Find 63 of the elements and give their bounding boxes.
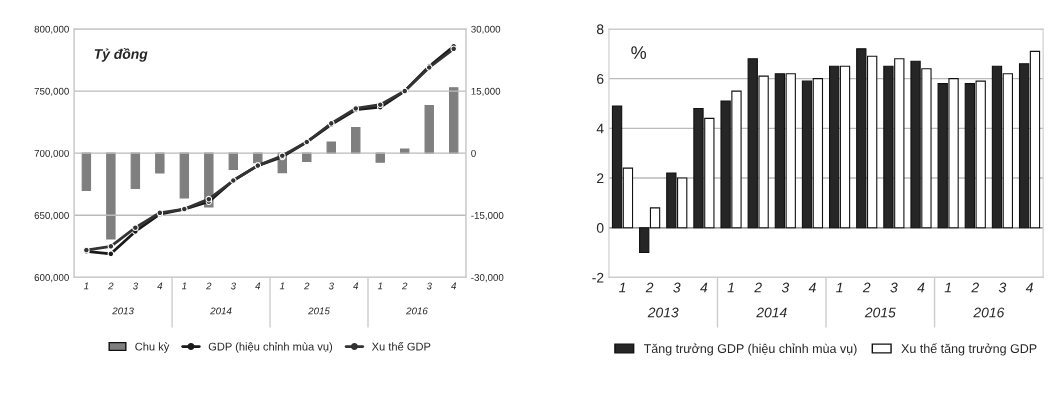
x-tick-label: 3: [230, 282, 236, 290]
x-tick-label: 3: [998, 282, 1007, 293]
x-tick-label: 2: [971, 282, 979, 293]
x-tick-label: 3: [673, 282, 681, 293]
text: 2014: [756, 307, 787, 318]
x-tick-label: 1: [83, 282, 89, 290]
x-tick-label: 1: [618, 282, 626, 293]
y2-tick-label: -15,000: [471, 212, 504, 221]
legend-label: Chu kỳ: [135, 342, 170, 353]
legend-label: Tăng trưởng GDP (hiệu chỉnh mùa vụ): [643, 343, 857, 356]
y-tick-label: 700,000: [34, 149, 69, 158]
x-tick-label: 1: [836, 282, 843, 293]
x-tick-label: 1: [181, 282, 187, 290]
y-axis-title: %: [631, 46, 647, 59]
y-tick-label: 750,000: [34, 87, 69, 96]
x-tick-label: 3: [132, 282, 138, 290]
text: 2013: [647, 307, 679, 318]
y-tick-label: 6: [597, 73, 604, 84]
text: 2013: [112, 307, 134, 315]
x-tick-label: 2: [862, 282, 871, 293]
x-tick-label: 2: [304, 282, 310, 290]
y2-tick-label: 30,000: [471, 25, 501, 34]
y-tick-label: 0: [596, 223, 604, 233]
x-tick-label: 1: [279, 282, 285, 290]
y2-tick-label: 15,000: [471, 87, 501, 96]
y-tick-label: 2: [597, 173, 604, 184]
y-tick-label: 650,000: [34, 212, 69, 221]
x-tick-label: 3: [328, 282, 334, 290]
x-tick-label: 2: [754, 282, 762, 293]
x-tick-label: 4: [808, 282, 816, 293]
x-tick-label: 1: [727, 282, 734, 293]
y-tick-label: 8: [596, 24, 604, 35]
y-tick-label: -2: [592, 272, 604, 283]
y-axis-title: Tỷ đồng: [94, 48, 148, 62]
y2-tick-label: 0: [471, 149, 476, 157]
legend-label: Xu thế tăng trưởng GDP: [901, 343, 1037, 356]
legend-label: GDP (hiệu chỉnh mùa vụ): [208, 342, 333, 353]
x-tick-label: 1: [944, 282, 951, 293]
x-tick-label: 4: [255, 282, 261, 290]
text: 2015: [308, 307, 330, 315]
x-tick-label: 2: [645, 282, 654, 293]
text: 2015: [864, 307, 896, 318]
y-tick-label: 800,000: [34, 25, 69, 34]
x-tick-label: 2: [401, 282, 408, 290]
x-tick-label: 4: [157, 282, 163, 290]
legend-label: Xu thế GDP: [371, 341, 431, 351]
x-tick-label: 2: [206, 282, 212, 290]
text: 2016: [973, 307, 1005, 318]
x-tick-label: 3: [890, 282, 898, 293]
x-tick-label: 4: [451, 282, 457, 290]
x-tick-label: 4: [917, 282, 925, 293]
y2-tick-label: -30,000: [471, 274, 504, 283]
x-tick-label: 4: [1025, 282, 1033, 293]
x-tick-label: 1: [377, 282, 383, 290]
y-tick-label: 600,000: [34, 274, 69, 283]
x-tick-label: 2: [108, 282, 114, 290]
x-tick-label: 4: [700, 282, 708, 293]
y-tick-label: 4: [596, 123, 604, 134]
text: 2014: [210, 307, 232, 315]
x-tick-label: 4: [353, 282, 359, 290]
text: 2016: [406, 307, 428, 315]
x-tick-label: 3: [426, 282, 432, 290]
x-tick-label: 3: [781, 282, 790, 293]
